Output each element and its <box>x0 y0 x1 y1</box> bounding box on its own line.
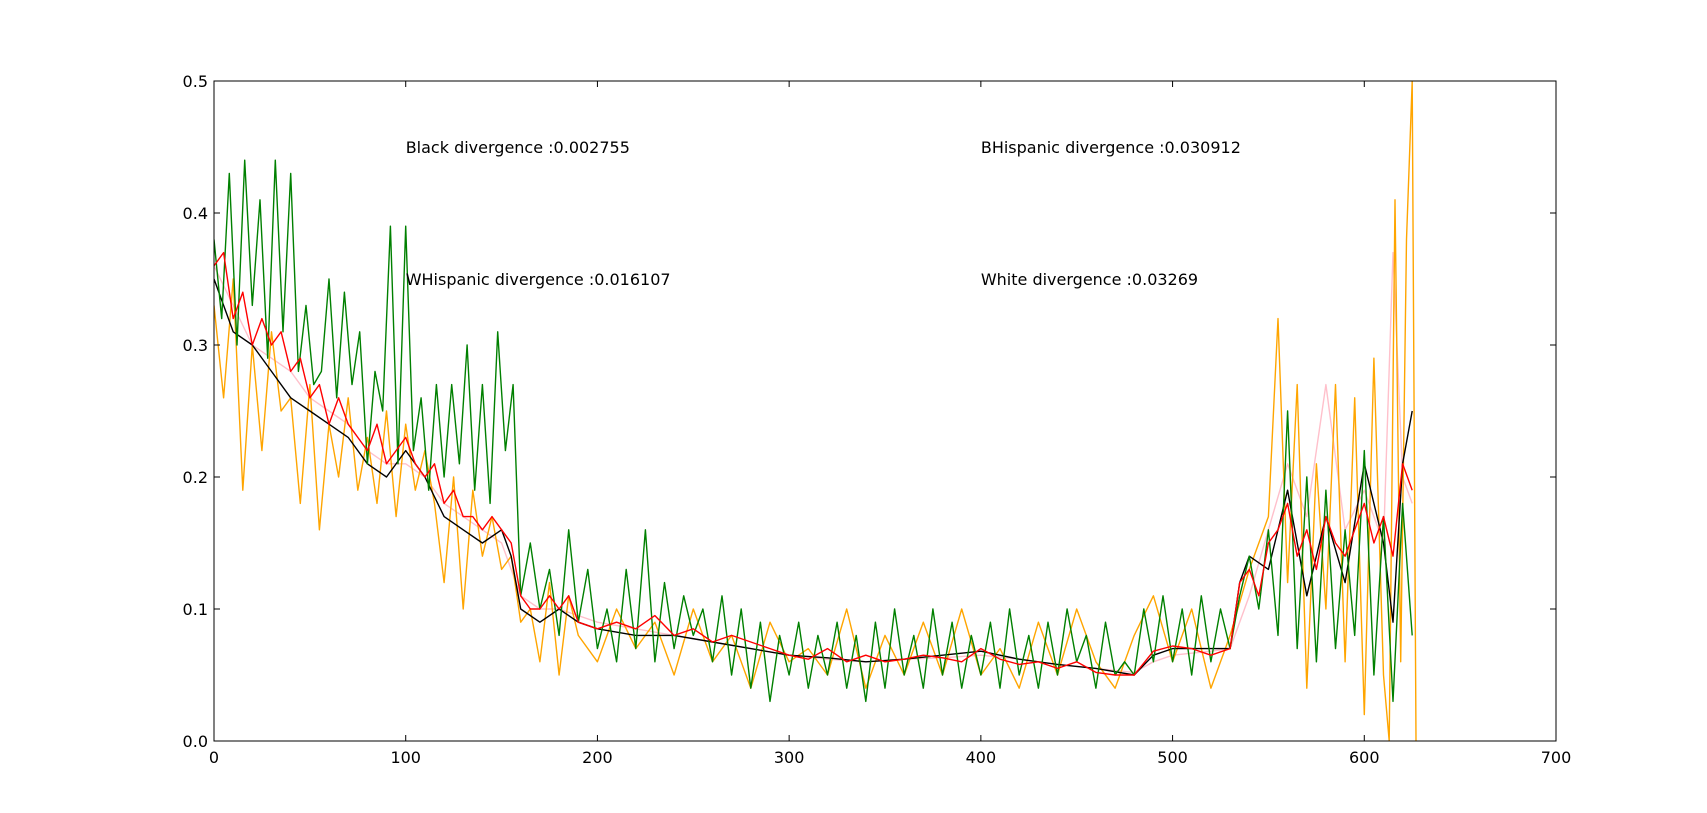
y-tick-label: 0.5 <box>183 72 208 91</box>
x-tick-label: 400 <box>966 748 997 767</box>
y-tick-label: 0.4 <box>183 204 208 223</box>
series-line-4 <box>214 251 1413 676</box>
divergence-annotation: WHispanic divergence :0.016107 <box>406 270 671 289</box>
divergence-annotation: White divergence :0.03269 <box>981 270 1198 289</box>
x-tick-label: 600 <box>1349 748 1380 767</box>
y-tick-label: 0.3 <box>183 336 208 355</box>
y-tick-label: 0.1 <box>183 600 208 619</box>
axes-layer: 0 100 200 300 400 500 600 700 0.0 0.1 0.2 0.3 0.4 0.5 <box>183 72 1572 767</box>
x-tick-label: 300 <box>774 748 805 767</box>
divergence-annotation: BHispanic divergence :0.030912 <box>981 138 1241 157</box>
annotation-layer: Black divergence :0.002755 BHispanic dive… <box>406 138 1241 289</box>
x-tick-label: 500 <box>1157 748 1188 767</box>
x-tick-label: 100 <box>390 748 421 767</box>
divergence-annotation: Black divergence :0.002755 <box>406 138 630 157</box>
y-tick-label: 0.2 <box>183 468 208 487</box>
x-tick-label: 0 <box>209 748 219 767</box>
x-tick-label: 200 <box>582 748 613 767</box>
series-line-3 <box>214 159 1413 703</box>
x-tick-label: 700 <box>1541 748 1572 767</box>
y-tick-label: 0.0 <box>183 732 208 751</box>
series-layer <box>214 81 1417 741</box>
plot-frame <box>213 80 1557 742</box>
